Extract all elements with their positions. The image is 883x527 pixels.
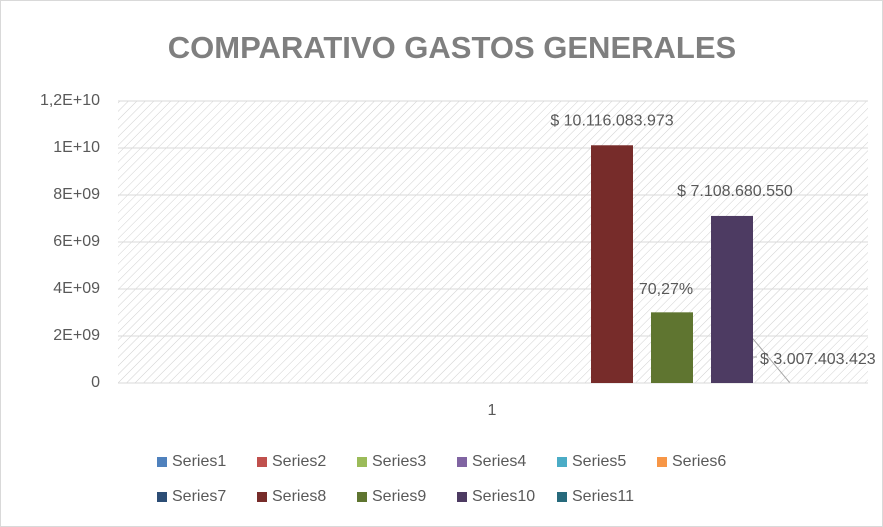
y-tick-label: 0 [91, 374, 100, 391]
legend-swatch [457, 492, 467, 502]
legend-label: Series1 [172, 453, 226, 470]
legend-swatch [357, 492, 367, 502]
y-tick-label: 8E+09 [53, 186, 100, 203]
y-tick-label: 4E+09 [53, 280, 100, 297]
legend-label: Series8 [272, 488, 326, 505]
legend-label: Series5 [572, 453, 626, 470]
legend-swatch [157, 492, 167, 502]
annotation: 70,27% [639, 281, 693, 298]
legend-label: Series2 [272, 453, 326, 470]
legend-swatch [457, 457, 467, 467]
legend-swatch [257, 492, 267, 502]
legend-label: Series4 [472, 453, 526, 470]
data-label: $ 7.108.680.550 [677, 183, 793, 200]
legend-label: Series6 [672, 453, 726, 470]
y-tick-label: 1,2E+10 [40, 92, 100, 109]
legend-label: Series9 [372, 488, 426, 505]
legend-label: Series3 [372, 453, 426, 470]
bar [711, 215, 753, 383]
data-label: $ 10.116.083.973 [550, 112, 673, 129]
bar [591, 145, 633, 383]
legend-swatch [657, 457, 667, 467]
y-tick-label: 2E+09 [53, 327, 100, 344]
legend-swatch [157, 457, 167, 467]
legend-swatch [257, 457, 267, 467]
legend-label: Series10 [472, 488, 535, 505]
legend-swatch [357, 457, 367, 467]
x-tick-label: 1 [488, 402, 497, 419]
y-tick-label: 6E+09 [53, 233, 100, 250]
chart-title: COMPARATIVO GASTOS GENERALES [168, 30, 736, 65]
data-label: $ 3.007.403.423 [760, 351, 876, 368]
legend-label: Series7 [172, 488, 226, 505]
legend-label: Series11 [572, 488, 634, 505]
legend-swatch [557, 457, 567, 467]
y-tick-label: 1E+10 [53, 139, 100, 156]
bar [651, 312, 693, 383]
legend-swatch [557, 492, 567, 502]
